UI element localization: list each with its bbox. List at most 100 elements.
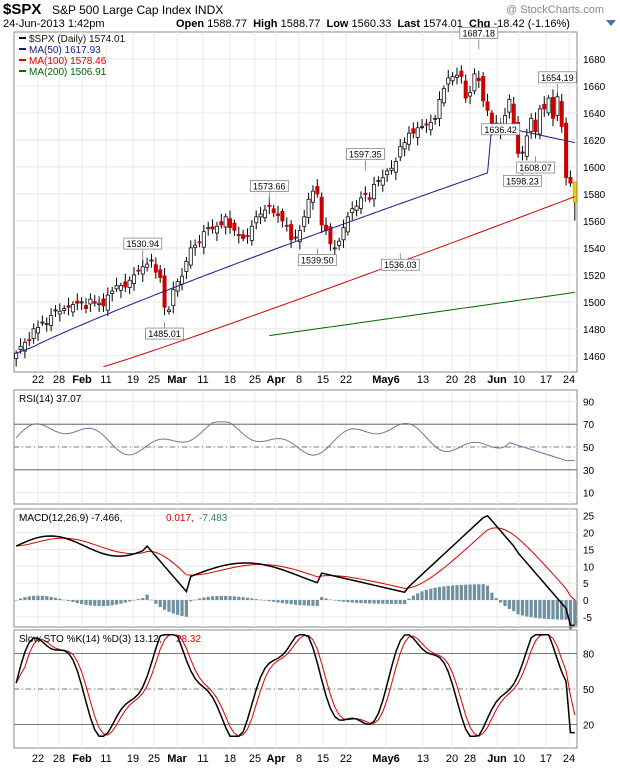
macd-hist-bar bbox=[158, 600, 162, 608]
candle-body bbox=[472, 73, 477, 92]
low-value: 1560.33 bbox=[351, 18, 392, 30]
candle-body bbox=[310, 190, 315, 203]
candle-body bbox=[18, 345, 23, 350]
y-tick-label: 25 bbox=[583, 512, 595, 523]
y-tick-label: 20 bbox=[583, 720, 595, 731]
candle-body bbox=[302, 216, 307, 227]
macd-hist-bar bbox=[18, 598, 23, 601]
candle-body bbox=[358, 197, 363, 209]
macd-hist-bar bbox=[455, 585, 459, 601]
rsi-line bbox=[15, 421, 575, 462]
candle-body bbox=[88, 298, 93, 305]
macd-hist-bar bbox=[568, 600, 573, 630]
candle-body bbox=[568, 176, 573, 184]
x-tick-label: 20 bbox=[446, 374, 458, 386]
candle-body bbox=[372, 184, 377, 200]
annotation-box bbox=[459, 26, 499, 39]
macd-hist-bar bbox=[468, 584, 472, 601]
macd-hist-bar bbox=[512, 600, 516, 612]
macd-hist-bar bbox=[263, 600, 267, 601]
y-tick-label: 1540 bbox=[583, 244, 606, 255]
y-tick-label: 80 bbox=[583, 650, 595, 661]
candle-body bbox=[411, 128, 416, 134]
macd-hist-bar bbox=[411, 595, 415, 601]
candle-body bbox=[158, 269, 163, 278]
macd-hist-bar bbox=[293, 600, 298, 605]
ma200-line bbox=[269, 291, 575, 337]
high-label: High bbox=[253, 18, 278, 30]
y-tick-label: 1520 bbox=[583, 271, 606, 282]
x-tick-label: 25 bbox=[249, 374, 261, 386]
macd-hist-bar bbox=[346, 600, 350, 603]
macd-hist-bar bbox=[337, 600, 341, 602]
candle-body bbox=[66, 305, 71, 308]
macd-hist-bar bbox=[302, 600, 306, 606]
macd-hist-bar bbox=[507, 600, 511, 609]
candle-body bbox=[53, 309, 58, 312]
macd-hist-bar bbox=[228, 596, 232, 601]
legend-label: MA(200) 1506.91 bbox=[29, 67, 107, 78]
candle-body bbox=[145, 263, 150, 268]
y-tick-label: 0 bbox=[583, 596, 589, 607]
x-tick-label: 18 bbox=[224, 753, 236, 765]
candle-body bbox=[555, 96, 560, 116]
macd-hist-bar bbox=[119, 600, 123, 604]
macd-hist-bar bbox=[14, 600, 18, 601]
candle-body bbox=[236, 234, 241, 237]
candle-body bbox=[27, 339, 32, 341]
menu-arrow-icon[interactable] bbox=[606, 20, 616, 26]
candle-body bbox=[149, 259, 154, 262]
macd-hist-bar bbox=[197, 598, 202, 601]
candle-body bbox=[114, 285, 119, 290]
macd-hist-bar bbox=[289, 600, 293, 605]
candle-body bbox=[184, 260, 189, 272]
candle-body bbox=[454, 74, 459, 78]
candle-body bbox=[206, 227, 211, 230]
macd-hist-bar bbox=[254, 599, 258, 601]
x-tick-label: Feb bbox=[72, 753, 92, 765]
x-tick-label: Apr bbox=[267, 374, 287, 386]
last-label: Last bbox=[397, 18, 421, 30]
candle-body bbox=[354, 205, 359, 211]
candle-body bbox=[254, 216, 259, 224]
candle-body bbox=[507, 99, 512, 113]
macd-hist-bar bbox=[206, 596, 210, 601]
macd-hist-bar bbox=[372, 600, 376, 604]
candle-body bbox=[127, 279, 132, 288]
macd-hist-bar bbox=[224, 595, 228, 601]
macd-hist-bar bbox=[149, 599, 154, 601]
candle-body bbox=[14, 352, 19, 359]
candle-body bbox=[188, 247, 193, 266]
candle-body bbox=[542, 103, 547, 110]
macd-hist-bar bbox=[333, 600, 337, 601]
macd-hist-bar bbox=[210, 596, 215, 601]
candle-body bbox=[44, 323, 49, 325]
macd-hist-bar bbox=[398, 600, 402, 604]
macd-hist-bar bbox=[128, 600, 132, 602]
macd-hist-bar bbox=[215, 595, 219, 601]
candle-body bbox=[140, 266, 145, 275]
candle-body bbox=[332, 247, 337, 250]
macd-hist-bar bbox=[36, 595, 40, 601]
candle-body bbox=[171, 289, 176, 307]
candle-body bbox=[197, 241, 202, 244]
macd-hist-bar bbox=[80, 600, 84, 605]
candle-body bbox=[437, 99, 442, 119]
annotation-box bbox=[345, 148, 385, 160]
x-tick-label: 17 bbox=[540, 753, 552, 765]
candle-body bbox=[485, 101, 490, 111]
y-tick-label: 50 bbox=[583, 685, 595, 696]
macd-hist-bar bbox=[276, 600, 280, 603]
x-tick-label: 15 bbox=[317, 374, 329, 386]
macd-hist-bar bbox=[324, 598, 328, 601]
macd-hist-bar bbox=[58, 598, 62, 601]
macd-hist-bar bbox=[193, 599, 197, 601]
macd-hist-bar bbox=[407, 598, 411, 601]
quote-date: 24-Jun-2013 1:42pm bbox=[3, 18, 105, 30]
macd-hist-bar bbox=[154, 600, 158, 604]
candle-body bbox=[389, 167, 394, 171]
macd-hist-bar bbox=[464, 584, 468, 601]
macd-hist-bar bbox=[123, 600, 127, 603]
x-tick-label: 10 bbox=[513, 753, 525, 765]
candle-body bbox=[363, 192, 368, 195]
